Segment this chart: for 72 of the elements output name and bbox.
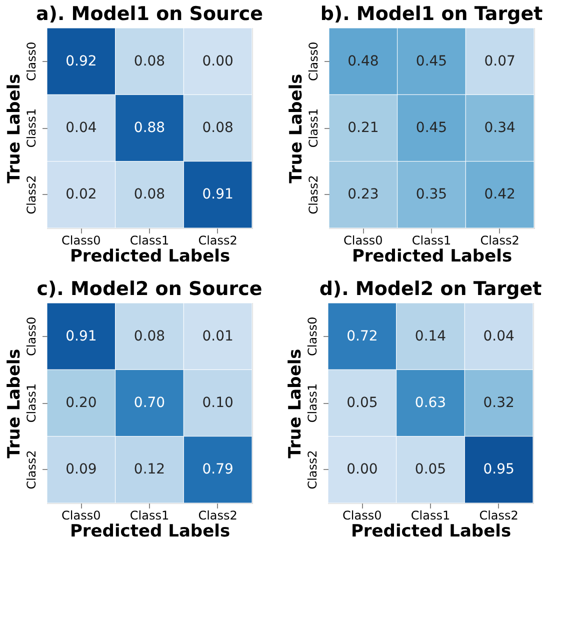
y-axis-title: True Labels <box>4 74 24 184</box>
y-tick-label: Class0 <box>306 316 320 356</box>
data-label: 0.21 <box>348 120 379 136</box>
x-tick-label: Class2 <box>198 508 238 522</box>
y-tick-label: Class2 <box>24 450 38 490</box>
y-tick-label: Class1 <box>24 108 38 148</box>
data-label: 0.95 <box>483 462 514 478</box>
data-label: 0.32 <box>483 395 514 411</box>
data-label: 0.88 <box>134 120 166 136</box>
data-label: 0.92 <box>66 53 97 70</box>
x-tick-label: Class0 <box>342 508 382 522</box>
x-axis-title: Predicted Labels <box>352 246 512 266</box>
data-label: 0.91 <box>66 328 97 344</box>
data-label: 0.35 <box>416 186 448 203</box>
x-tick-label: Class1 <box>410 508 450 522</box>
chart-title: c). Model2 on Source <box>36 278 262 300</box>
data-label: 0.01 <box>202 328 234 344</box>
x-tick-label: Class0 <box>344 234 383 248</box>
chart-title: d). Model2 on Target <box>319 278 542 300</box>
data-label: 0.00 <box>346 462 378 478</box>
data-label: 0.12 <box>134 462 166 478</box>
data-label: 0.07 <box>484 53 516 70</box>
data-label: 0.05 <box>414 462 446 478</box>
data-label: 0.02 <box>66 186 97 203</box>
y-tick-label: Class1 <box>306 383 320 423</box>
x-tick-label: Class1 <box>130 234 170 248</box>
data-label: 0.05 <box>346 395 378 411</box>
data-label: 0.91 <box>202 186 234 203</box>
x-tick-label: Class2 <box>479 508 518 522</box>
data-label: 0.08 <box>202 120 234 136</box>
x-axis-title: Predicted Labels <box>70 246 230 266</box>
data-label: 0.08 <box>134 53 166 70</box>
data-label: 0.09 <box>66 462 97 478</box>
data-label: 0.45 <box>416 53 448 70</box>
y-tick-label: Class0 <box>24 316 38 356</box>
data-label: 0.08 <box>134 328 166 344</box>
data-label: 0.42 <box>484 186 516 203</box>
data-label: 0.34 <box>484 120 516 136</box>
x-tick-label: Class1 <box>130 508 170 522</box>
y-tick-label: Class0 <box>306 42 320 81</box>
x-tick-label: Class0 <box>62 508 101 522</box>
y-tick-label: Class2 <box>24 175 38 214</box>
data-label: 0.14 <box>414 328 446 344</box>
y-axis-title: True Labels <box>286 348 306 458</box>
data-label: 0.04 <box>66 120 97 136</box>
data-label: 0.08 <box>134 186 166 203</box>
x-tick-label: Class2 <box>198 234 238 248</box>
y-tick-label: Class2 <box>306 450 320 490</box>
data-label: 0.20 <box>66 395 97 411</box>
chart-title: a). Model1 on Source <box>36 2 264 25</box>
x-axis-title: Predicted Labels <box>70 522 230 542</box>
data-label: 0.63 <box>414 395 446 411</box>
data-label: 0.04 <box>483 328 515 344</box>
data-label: 0.45 <box>416 120 448 136</box>
data-label: 0.23 <box>348 186 379 203</box>
x-axis-title: Predicted Labels <box>350 522 512 542</box>
y-tick-label: Class2 <box>306 175 320 214</box>
x-tick-label: Class0 <box>62 234 101 248</box>
x-tick-label: Class2 <box>480 234 520 248</box>
data-label: 0.48 <box>348 53 379 70</box>
y-tick-label: Class1 <box>306 108 320 148</box>
x-tick-label: Class1 <box>412 234 452 248</box>
y-axis-title: True Labels <box>286 74 306 184</box>
data-label: 0.70 <box>134 395 166 411</box>
y-tick-label: Class1 <box>24 383 38 423</box>
data-label: 0.79 <box>202 462 234 478</box>
y-tick-label: Class0 <box>24 42 38 81</box>
data-label: 0.72 <box>346 328 378 344</box>
data-label: 0.00 <box>202 53 234 70</box>
y-axis-title: True Labels <box>4 348 24 458</box>
chart-title: b). Model1 on Target <box>320 2 543 25</box>
data-label: 0.10 <box>202 395 234 411</box>
